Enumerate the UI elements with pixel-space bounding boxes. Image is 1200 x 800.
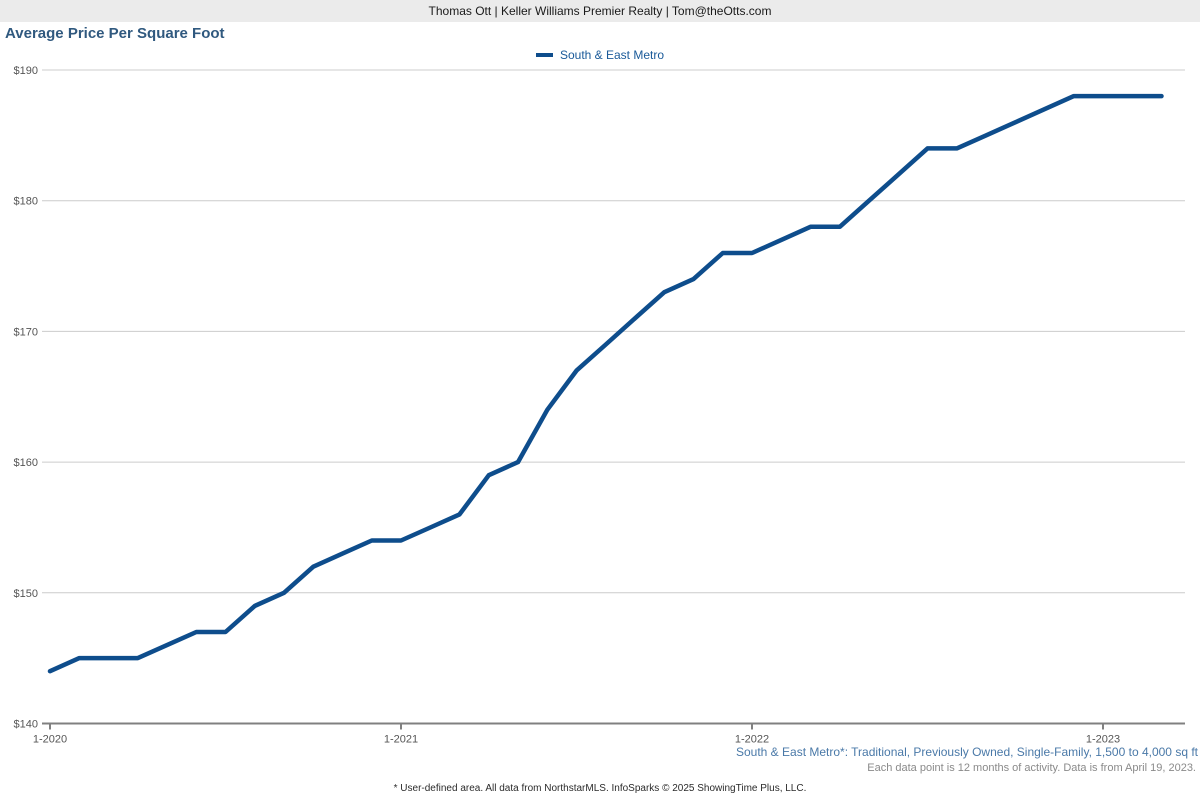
header-bar: Thomas Ott | Keller Williams Premier Rea… bbox=[0, 0, 1200, 22]
x-axis-label: 1-2021 bbox=[384, 734, 418, 746]
x-axis-label: 1-2023 bbox=[1086, 734, 1120, 746]
page-title: Average Price Per Square Foot bbox=[5, 25, 225, 42]
legend-label: South & East Metro bbox=[559, 48, 665, 62]
legend-line-swatch bbox=[535, 53, 553, 57]
y-axis-label: $150 bbox=[14, 588, 38, 600]
series-definition-note: South & East Metro*: Traditional, Previo… bbox=[735, 745, 1198, 759]
attribution-note: * User-defined area. All data from North… bbox=[393, 783, 807, 794]
y-axis-label: $170 bbox=[14, 326, 38, 338]
chart-legend: South & East Metro bbox=[0, 48, 1200, 62]
y-axis-label: $160 bbox=[14, 457, 38, 469]
x-axis-label: 1-2020 bbox=[33, 734, 67, 746]
y-axis-label: $140 bbox=[14, 719, 38, 731]
series-line-south-east-metro[interactable] bbox=[47, 93, 1164, 674]
data-period-note: Each data point is 12 months of activity… bbox=[867, 762, 1196, 774]
y-axis-label: $190 bbox=[14, 65, 38, 77]
y-axis-label: $180 bbox=[14, 196, 38, 208]
agent-contact-line: Thomas Ott | Keller Williams Premier Rea… bbox=[428, 4, 772, 18]
x-axis-label: 1-2022 bbox=[735, 734, 769, 746]
